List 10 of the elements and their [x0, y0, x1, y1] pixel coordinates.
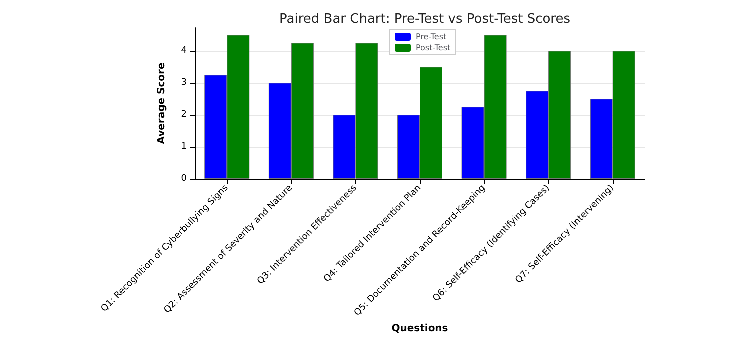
legend-label: Post-Test [416, 44, 451, 52]
y-tick-label: 2 [181, 110, 187, 120]
legend-label: Pre-Test [416, 32, 447, 42]
x-axis-title: Questions [392, 324, 448, 334]
y-tick-label: 1 [181, 142, 187, 152]
y-tick-label: 0 [181, 174, 188, 184]
y-tick-label: 3 [181, 78, 187, 88]
chart-title: Paired Bar Chart: Pre-Test vs Post-Test Scores [280, 12, 571, 27]
y-tick-label: 4 [181, 46, 188, 56]
y-axis-title: Average Score [156, 62, 168, 144]
